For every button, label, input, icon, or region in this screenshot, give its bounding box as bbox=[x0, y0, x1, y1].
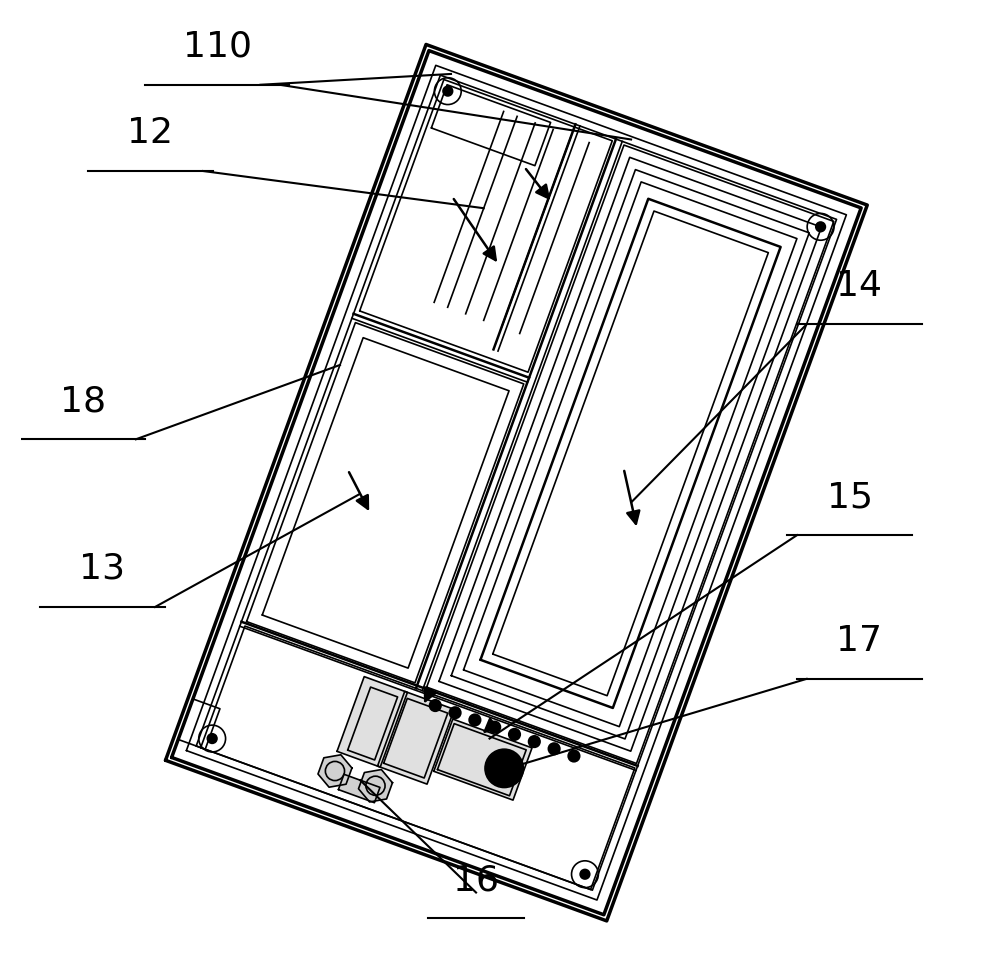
Text: 17: 17 bbox=[836, 624, 882, 657]
Circle shape bbox=[493, 757, 516, 779]
Circle shape bbox=[207, 734, 217, 744]
Polygon shape bbox=[165, 44, 867, 921]
Text: 110: 110 bbox=[183, 30, 252, 63]
Polygon shape bbox=[378, 691, 454, 784]
Polygon shape bbox=[480, 199, 781, 708]
Text: 14: 14 bbox=[836, 269, 882, 304]
Polygon shape bbox=[434, 719, 532, 801]
Circle shape bbox=[816, 222, 825, 232]
Circle shape bbox=[580, 870, 590, 879]
Text: 15: 15 bbox=[827, 480, 873, 514]
Polygon shape bbox=[318, 754, 352, 787]
Text: 13: 13 bbox=[79, 552, 125, 586]
Circle shape bbox=[449, 707, 461, 719]
Polygon shape bbox=[337, 677, 407, 767]
Circle shape bbox=[509, 728, 520, 740]
Circle shape bbox=[485, 750, 523, 787]
Circle shape bbox=[469, 714, 481, 726]
Polygon shape bbox=[358, 770, 392, 802]
Text: 18: 18 bbox=[60, 384, 106, 418]
Circle shape bbox=[568, 751, 580, 762]
Circle shape bbox=[529, 736, 540, 748]
Text: 12: 12 bbox=[127, 116, 173, 150]
Circle shape bbox=[548, 743, 560, 754]
Circle shape bbox=[489, 722, 500, 733]
Circle shape bbox=[443, 86, 453, 96]
Text: 16: 16 bbox=[453, 863, 499, 898]
Polygon shape bbox=[338, 775, 380, 802]
Circle shape bbox=[430, 700, 441, 711]
